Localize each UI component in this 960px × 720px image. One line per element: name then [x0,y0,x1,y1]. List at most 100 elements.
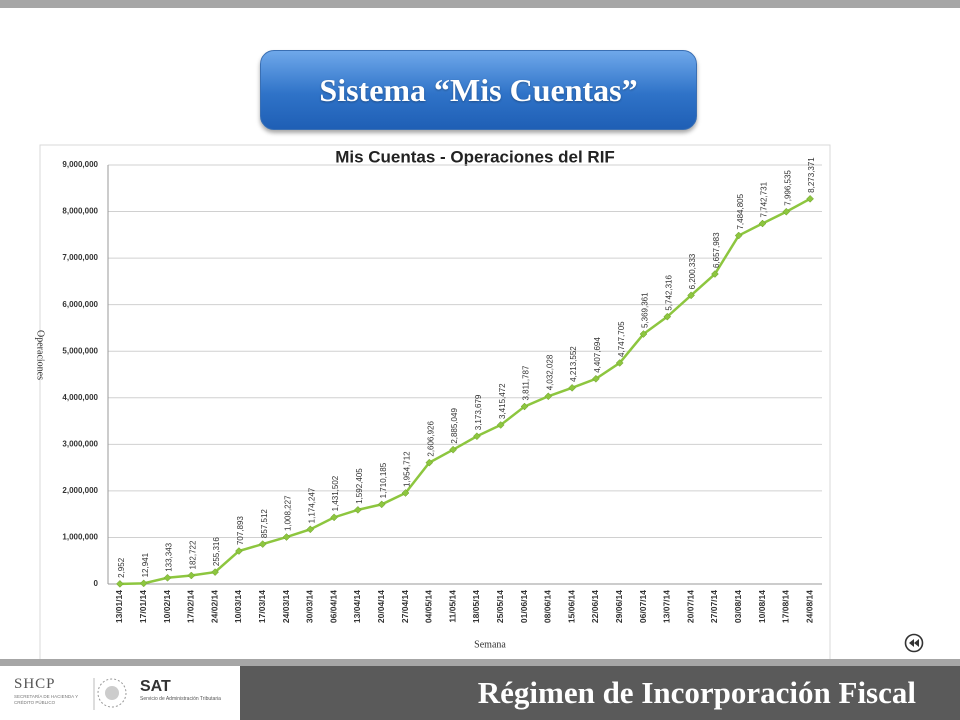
data-point [401,489,410,497]
x-tick-label: 17/03/14 [257,590,267,623]
data-point [520,402,529,411]
y-tick-label: 5,000,000 [62,346,98,355]
data-point [116,580,124,588]
data-label: 12,941 [141,552,150,577]
chart-title: Mis Cuentas - Operaciones del RIF [335,147,615,166]
x-tick-label: 03/08/14 [733,590,743,623]
data-label: 5,742,316 [664,275,673,311]
data-label: 8,273,371 [807,157,816,193]
data-label: 2,952 [117,557,126,578]
data-point [425,458,434,467]
data-label: 3,415,472 [498,383,507,419]
y-tick-label: 6,000,000 [62,300,98,309]
x-tick-label: 25/05/14 [495,590,505,623]
data-point [568,383,576,392]
data-point [806,194,814,203]
data-point [592,374,600,383]
x-tick-label: 13/01/14 [114,590,124,623]
data-point [663,312,672,321]
data-label: 6,200,333 [688,253,697,289]
data-point [377,500,386,509]
data-point [758,219,767,228]
data-label: 5,369,361 [641,292,650,328]
x-tick-label: 10/03/14 [233,590,243,623]
data-label: 4,213,552 [569,346,578,382]
data-label: 4,407,694 [593,337,602,373]
x-tick-label: 17/08/14 [781,590,791,623]
x-tick-label: 20/04/14 [376,590,386,623]
data-label: 4,032,028 [545,354,554,390]
x-tick-label: 17/02/14 [186,590,196,623]
x-tick-label: 24/03/14 [281,590,291,623]
data-label: 3,811,787 [522,365,531,401]
data-label: 6,657,983 [712,232,721,268]
y-tick-label: 1,000,000 [62,533,98,542]
x-tick-label: 06/04/14 [328,590,338,623]
data-label: 857,512 [260,509,269,538]
x-tick-label: 30/03/14 [305,590,315,623]
x-tick-label: 13/04/14 [352,590,362,623]
data-label: 133,343 [165,542,174,571]
data-label: 1,710,185 [379,462,388,498]
footer-logos: SHCP SECRETARÍA DE HACIENDA Y CRÉDITO PÚ… [0,666,240,720]
data-label: 182,722 [188,540,197,569]
x-tick-label: 06/07/14 [638,590,648,623]
x-axis-label: Semana [474,639,506,650]
x-tick-label: 15/06/14 [566,590,576,623]
data-point [258,540,267,548]
data-label: 2,885,049 [450,408,459,444]
y-tick-label: 2,000,000 [62,486,98,495]
data-line [119,197,811,586]
shcp-name: SECRETARÍA DE HACIENDA Y CRÉDITO PÚBLICO [14,694,79,705]
chart-frame [39,144,831,660]
footer-bar [0,659,960,666]
data-point [544,392,553,401]
data-label: 7,742,731 [760,181,769,217]
sat-logo: SAT [140,678,171,695]
data-point [782,207,791,216]
emblem [93,678,127,710]
data-label: 1,008,227 [284,495,293,531]
x-tick-label: 08/06/14 [543,590,553,623]
data-point [354,506,362,514]
y-tick-label: 0 [94,579,99,588]
y-tick-label: 7,000,000 [62,253,98,262]
x-tick-label: 22/06/14 [590,590,600,623]
data-label: 707,893 [236,516,245,545]
x-tick-label: 29/06/14 [614,590,624,623]
x-tick-label: 27/04/14 [400,590,410,623]
y-tick-label: 8,000,000 [62,207,98,216]
data-label: 1,954,712 [403,451,412,487]
x-tick-label: 20/07/14 [685,590,695,623]
slide-title: Sistema “Mis Cuentas” [260,50,697,130]
x-tick-label: 27/07/14 [709,590,719,623]
data-point [639,330,648,338]
top-bar [0,0,960,8]
data-point [711,270,719,278]
data-point [163,573,172,582]
back-button[interactable] [904,633,924,653]
data-point [449,445,457,454]
shcp-logo: SHCP [14,676,56,692]
x-tick-label: 01/06/14 [519,590,529,623]
y-tick-label: 3,000,000 [62,439,98,448]
x-tick-label: 17/01/14 [138,590,148,623]
sat-name: Servicio de Administración Tributaria [140,696,221,702]
y-tick-label: 4,000,000 [62,393,98,402]
data-point [496,421,505,429]
footer-title: Régimen de Incorporación Fiscal [240,666,960,720]
data-label: 2,606,926 [426,420,435,456]
data-label: 4,747,705 [617,321,626,357]
data-label: 7,484,805 [736,193,745,229]
data-label: 3,173,679 [474,394,483,430]
data-label: 1,431,502 [331,475,340,511]
data-point [687,291,695,300]
data-label: 1,592,405 [355,468,364,504]
y-axis-label: Operaciones [35,330,46,380]
x-tick-label: 11/05/14 [447,590,457,623]
y-tick-label: 9,000,000 [62,160,98,169]
x-tick-label: 10/02/14 [162,590,172,623]
